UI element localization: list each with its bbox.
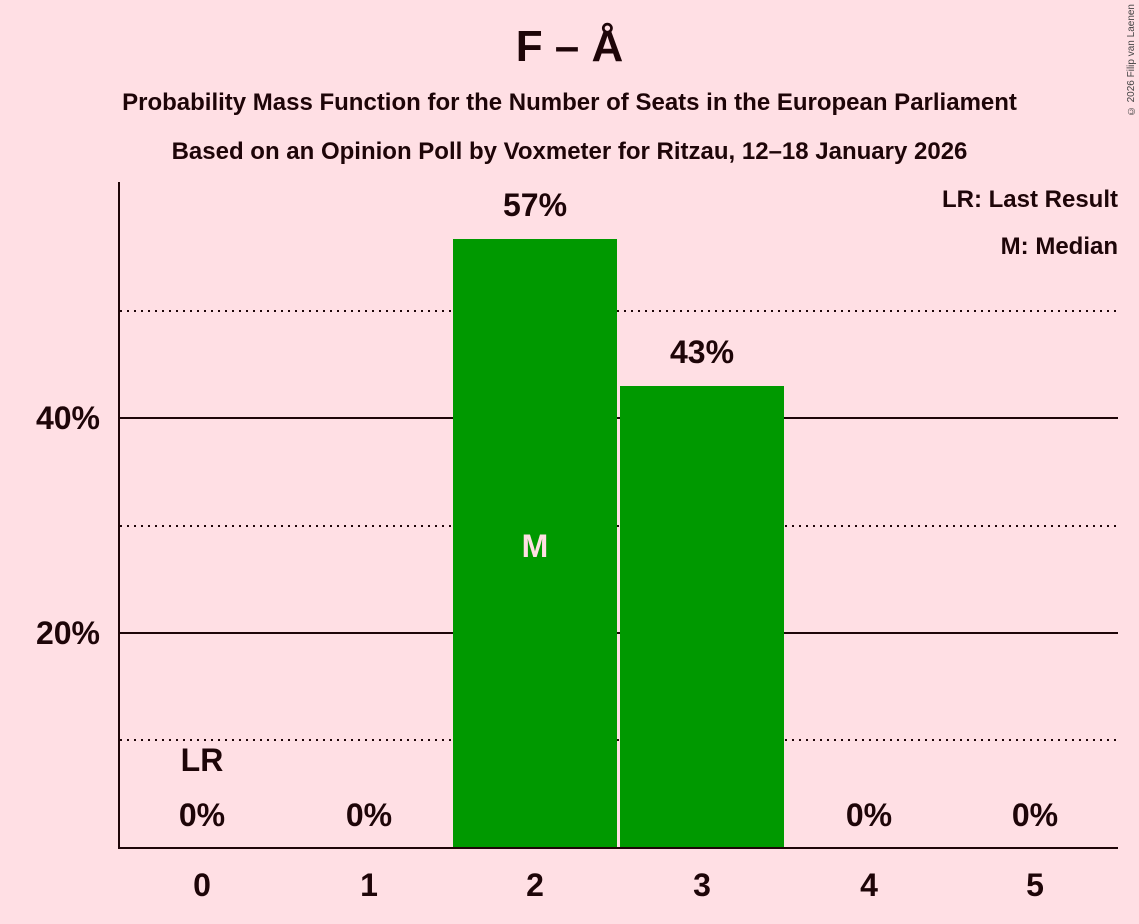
bar-label-2: 57% [502,187,568,223]
x-tick-5: 5 [1026,867,1044,903]
bar-seats-3 [620,386,784,848]
chart-subtitle: Probability Mass Function for the Number… [122,89,1017,116]
last-result-marker: LR [180,742,224,778]
bar-seats-2 [453,239,617,848]
chart-title: F – Å [515,22,624,71]
median-marker: M [521,528,549,564]
bar-label-0: 0% [178,797,226,833]
major-gridlines [120,417,1118,634]
bar-label-5: 0% [1011,797,1059,833]
x-tick-4: 4 [860,867,878,903]
y-tick-40: 40% [35,400,100,436]
x-tick-3: 3 [693,867,711,903]
x-tick-0: 0 [193,867,211,903]
x-tick-1: 1 [360,867,378,903]
bar-label-4: 0% [845,797,893,833]
minor-gridlines [120,310,1118,741]
bar-label-3: 43% [669,334,735,370]
x-tick-2: 2 [526,867,544,903]
legend-median: M: Median [1000,233,1118,260]
legend-last-result: LR: Last Result [941,186,1118,213]
bar-label-1: 0% [345,797,393,833]
y-tick-20: 20% [35,615,100,651]
chart-source: Based on an Opinion Poll by Voxmeter for… [171,138,968,165]
